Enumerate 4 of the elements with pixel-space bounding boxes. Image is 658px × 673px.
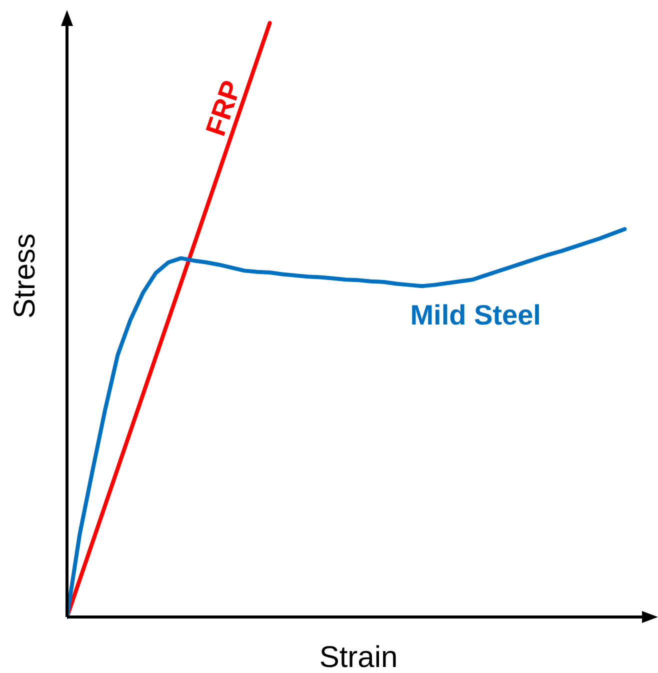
series-label: Mild Steel	[410, 300, 541, 331]
text: FRP	[200, 76, 248, 140]
x-axis-title: Strain	[319, 641, 398, 673]
y-axis-title: Stress	[8, 233, 42, 318]
